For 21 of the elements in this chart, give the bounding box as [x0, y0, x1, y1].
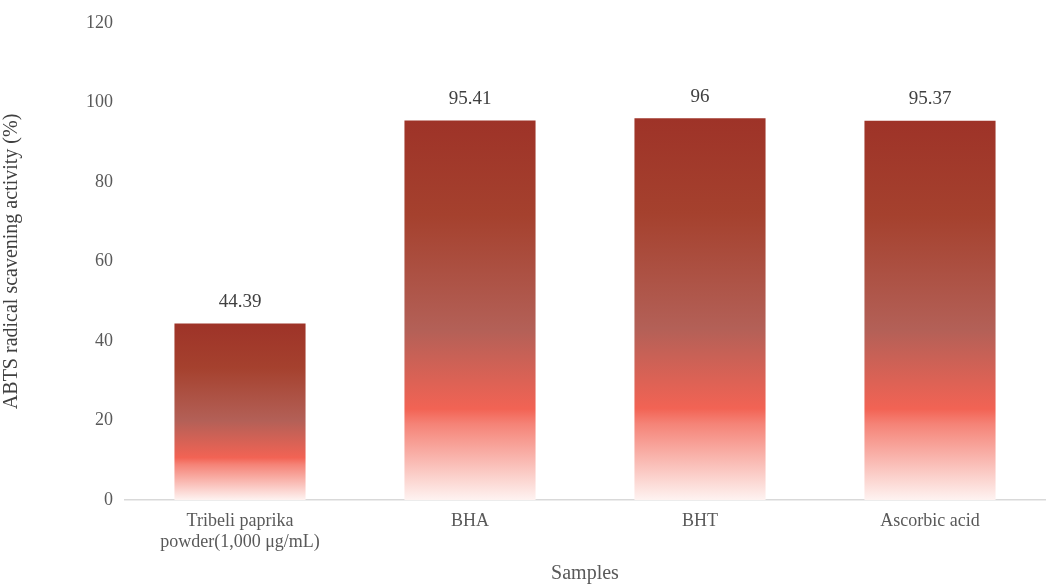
x-tick-label: BHT [682, 509, 718, 530]
bar [864, 120, 996, 500]
bar [404, 120, 536, 500]
x-axis-title: Samples [551, 561, 620, 585]
x-tick-label: BHA [450, 509, 490, 530]
y-tick-label: 60 [95, 250, 113, 271]
y-tick-label: 120 [86, 11, 113, 32]
x-tick-label: Ascorbic acid [880, 509, 980, 530]
data-label: 95.41 [448, 87, 492, 109]
data-label: 44.39 [218, 289, 262, 311]
data-label: 95.37 [908, 87, 952, 109]
y-tick-label: 100 [86, 91, 113, 112]
bar [634, 118, 766, 500]
bar [174, 323, 306, 500]
y-tick-label: 40 [95, 329, 113, 350]
x-tick-label: Tribeli paprika powder(1,000 μg/mL) [160, 509, 320, 553]
y-tick-label: 20 [95, 409, 113, 430]
data-label: 96 [690, 84, 710, 106]
y-axis-title: ABTS radical scavening activity (%) [0, 113, 23, 410]
y-tick-label: 80 [95, 170, 113, 191]
y-tick-label: 0 [104, 488, 113, 509]
